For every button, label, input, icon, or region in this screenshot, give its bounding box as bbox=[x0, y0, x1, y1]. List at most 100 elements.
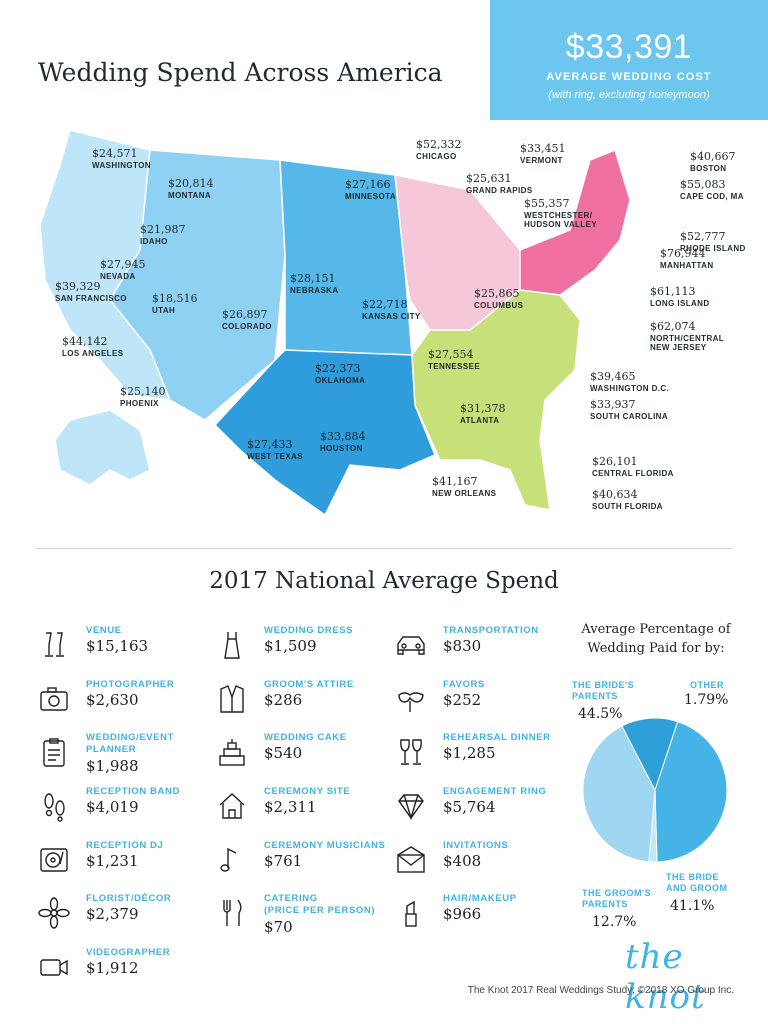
spend-item-label-line: ENGAGEMENT RING bbox=[443, 786, 547, 797]
map-region-name: NORTH/CENTRAL bbox=[650, 334, 724, 343]
map-value: $18,516 bbox=[152, 292, 198, 305]
spend-item: HAIR/MAKEUP $966 bbox=[395, 893, 565, 937]
spend-item-label: CEREMONY MUSICIANS bbox=[264, 840, 394, 852]
map-region-name: BOSTON bbox=[690, 164, 726, 173]
house-icon bbox=[219, 793, 245, 819]
spend-item-value: $540 bbox=[264, 744, 303, 762]
spend-item-value: $2,630 bbox=[86, 691, 139, 709]
diamond-icon bbox=[398, 794, 424, 821]
spend-item: WEDDING/EVENT PLANNER $1,988 bbox=[38, 732, 208, 776]
spend-item-label: WEDDING CAKE bbox=[264, 732, 394, 744]
spend-item-label: RECEPTION DJ bbox=[86, 840, 216, 852]
map-value: $26,101 bbox=[592, 455, 638, 468]
spend-item-value: $1,988 bbox=[86, 757, 139, 775]
map-value: $27,554 bbox=[428, 348, 474, 361]
map-region-name: COLUMBUS bbox=[474, 301, 524, 310]
spend-item-value: $70 bbox=[264, 918, 293, 936]
map-value: $27,945 bbox=[100, 258, 146, 271]
spend-item-label-line: PLANNER bbox=[86, 744, 137, 755]
spend-item-value: $1,912 bbox=[86, 959, 139, 977]
spend-item: ENGAGEMENT RING $5,764 bbox=[395, 786, 565, 830]
map-region-name: NEBRASKA bbox=[290, 286, 339, 295]
spend-item-value: $1,285 bbox=[443, 744, 496, 762]
map-region-name: NEW JERSEY bbox=[650, 343, 707, 352]
pie-slice bbox=[621, 717, 679, 792]
spend-item-label-line: REHEARSAL DINNER bbox=[443, 732, 551, 743]
spend-item-value: $966 bbox=[443, 905, 482, 923]
footer-credit: The Knot 2017 Real Weddings Study; ©2018… bbox=[467, 985, 734, 996]
champagne-glasses-icon bbox=[45, 632, 64, 657]
average-cost-label: AVERAGE WEDDING COST bbox=[546, 71, 712, 83]
spend-item-label: CEREMONY SITE bbox=[264, 786, 394, 798]
map-region-name: CENTRAL FLORIDA bbox=[592, 469, 674, 478]
spend-item-label-line: CEREMONY MUSICIANS bbox=[264, 840, 386, 851]
spend-item-value: $4,019 bbox=[86, 798, 139, 816]
map-region-name: LOS ANGELES bbox=[62, 349, 124, 358]
spend-item: CATERING (PRICE PER PERSON) $70 bbox=[216, 893, 386, 937]
pie-title: Average Percentage of Wedding Paid for b… bbox=[581, 622, 731, 656]
map-value: $62,074 bbox=[650, 320, 696, 333]
spend-item-label-line: GROOM'S ATTIRE bbox=[264, 679, 354, 690]
spend-item-label: WEDDING DRESS bbox=[264, 625, 394, 637]
spend-item-label: VIDEOGRAPHER bbox=[86, 947, 216, 959]
the-knot-logo: the knot bbox=[625, 937, 706, 1017]
map-region-name: SAN FRANCISCO bbox=[55, 294, 127, 303]
spend-item-value: $1,231 bbox=[86, 852, 139, 870]
spend-item-label: GROOM'S ATTIRE bbox=[264, 679, 394, 691]
spend-item-label-line: (PRICE PER PERSON) bbox=[264, 905, 376, 916]
map-region-name: KANSAS CITY bbox=[362, 312, 421, 321]
spend-item: RECEPTION BAND $4,019 bbox=[38, 786, 208, 830]
spend-item-value: $286 bbox=[264, 691, 303, 709]
average-cost-amount: $33,391 bbox=[565, 28, 693, 66]
map-value: $39,465 bbox=[590, 370, 636, 383]
spend-item-label-line: WEDDING DRESS bbox=[264, 625, 354, 636]
spend-item-label-line: WEDDING CAKE bbox=[264, 732, 347, 743]
map-region-name: NEW ORLEANS bbox=[432, 489, 497, 498]
spend-item-label-line: CATERING bbox=[264, 893, 318, 904]
spend-item-label-line: FAVORS bbox=[443, 679, 485, 690]
spend-item: VENUE $15,163 bbox=[38, 625, 208, 669]
page-title: Wedding Spend Across America bbox=[38, 58, 443, 87]
map-region-name: PHOENIX bbox=[120, 399, 159, 408]
map-value: $24,571 bbox=[92, 147, 138, 160]
spend-item: CEREMONY MUSICIANS $761 bbox=[216, 840, 386, 884]
lipstick-icon bbox=[405, 900, 417, 927]
spend-item: FLORIST/DÉCOR $2,379 bbox=[38, 893, 208, 937]
average-cost-note: (with ring, excluding honeymoon) bbox=[548, 89, 710, 101]
map-region-name: MONTANA bbox=[168, 191, 211, 200]
spend-item-value: $252 bbox=[443, 691, 482, 709]
spend-item: FAVORS $252 bbox=[395, 679, 565, 723]
map-region-name: UTAH bbox=[152, 306, 175, 315]
spend-item-label-line: TRANSPORTATION bbox=[443, 625, 539, 636]
map-region-name: OKLAHOMA bbox=[315, 376, 365, 385]
map-region-name: IDAHO bbox=[140, 237, 168, 246]
map-value: $39,329 bbox=[55, 280, 101, 293]
fork-knife-icon bbox=[223, 899, 242, 926]
pie-slice-value: 44.5% bbox=[578, 706, 623, 722]
map-region-name: GRAND RAPIDS bbox=[466, 186, 533, 195]
spend-item: CEREMONY SITE $2,311 bbox=[216, 786, 386, 830]
spend-item: WEDDING DRESS $1,509 bbox=[216, 625, 386, 669]
spend-item-value: $5,764 bbox=[443, 798, 496, 816]
turntable-icon bbox=[40, 848, 68, 872]
spend-item-label: PHOTOGRAPHER bbox=[86, 679, 216, 691]
map-value: $26,897 bbox=[222, 308, 268, 321]
map-region-name: CAPE COD, MA bbox=[680, 192, 744, 201]
spend-item-value: $1,509 bbox=[264, 637, 317, 655]
map-value: $61,113 bbox=[650, 285, 696, 298]
spend-item-label: ENGAGEMENT RING bbox=[443, 786, 573, 798]
spend-item-value: $761 bbox=[264, 852, 303, 870]
wine-glasses-icon bbox=[400, 739, 422, 765]
section-divider bbox=[36, 548, 732, 549]
spend-item-value: $830 bbox=[443, 637, 482, 655]
map-value: $28,151 bbox=[290, 272, 336, 285]
spend-item-label-line: CEREMONY SITE bbox=[264, 786, 351, 797]
map-region-name: MINNESOTA bbox=[345, 192, 396, 201]
map-value: $31,378 bbox=[460, 402, 506, 415]
spend-item-label: WEDDING/EVENT PLANNER bbox=[86, 732, 216, 756]
spend-item: TRANSPORTATION $830 bbox=[395, 625, 565, 669]
map-value: $44,142 bbox=[62, 335, 108, 348]
spend-item-label: INVITATIONS bbox=[443, 840, 573, 852]
spend-item-label-line: VIDEOGRAPHER bbox=[86, 947, 171, 958]
pie-slice bbox=[582, 725, 656, 863]
